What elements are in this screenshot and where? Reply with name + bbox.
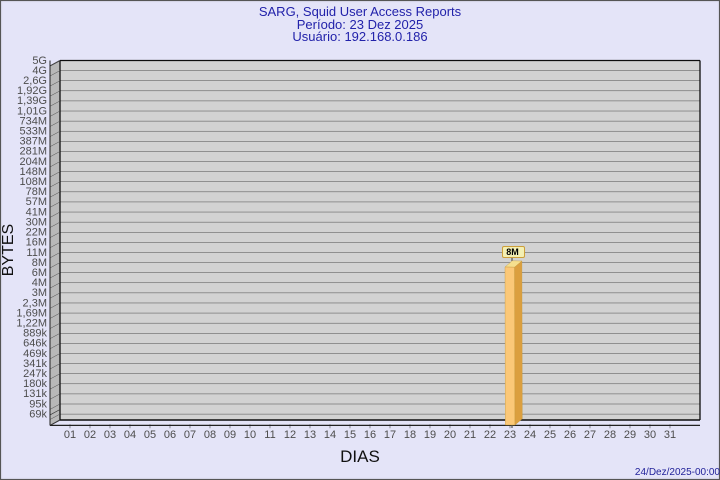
svg-text:29: 29: [624, 429, 636, 441]
svg-text:11: 11: [264, 429, 275, 441]
svg-text:20: 20: [444, 429, 456, 441]
svg-text:24: 24: [524, 429, 536, 441]
svg-text:17: 17: [384, 429, 396, 441]
svg-text:08: 08: [204, 429, 216, 441]
svg-text:16: 16: [364, 429, 376, 441]
svg-text:09: 09: [224, 429, 236, 441]
svg-text:28: 28: [604, 429, 616, 441]
svg-text:22: 22: [484, 429, 496, 441]
svg-text:05: 05: [144, 429, 156, 441]
svg-text:21: 21: [464, 429, 476, 441]
svg-text:07: 07: [184, 429, 196, 441]
svg-text:25: 25: [544, 429, 556, 441]
svg-text:04: 04: [124, 429, 136, 441]
svg-text:31: 31: [664, 429, 676, 441]
svg-text:13: 13: [304, 429, 316, 441]
svg-text:69k: 69k: [29, 408, 47, 420]
svg-text:18: 18: [404, 429, 416, 441]
svg-text:26: 26: [564, 429, 576, 441]
svg-text:23: 23: [504, 429, 516, 441]
svg-text:14: 14: [324, 429, 336, 441]
svg-text:27: 27: [584, 429, 596, 441]
svg-text:02: 02: [84, 429, 96, 441]
svg-text:12: 12: [284, 429, 296, 441]
svg-text:03: 03: [104, 429, 116, 441]
svg-text:01: 01: [64, 429, 76, 441]
svg-text:19: 19: [424, 429, 436, 441]
svg-text:30: 30: [644, 429, 656, 441]
svg-text:10: 10: [244, 429, 256, 441]
svg-text:15: 15: [344, 429, 356, 441]
svg-text:06: 06: [164, 429, 176, 441]
